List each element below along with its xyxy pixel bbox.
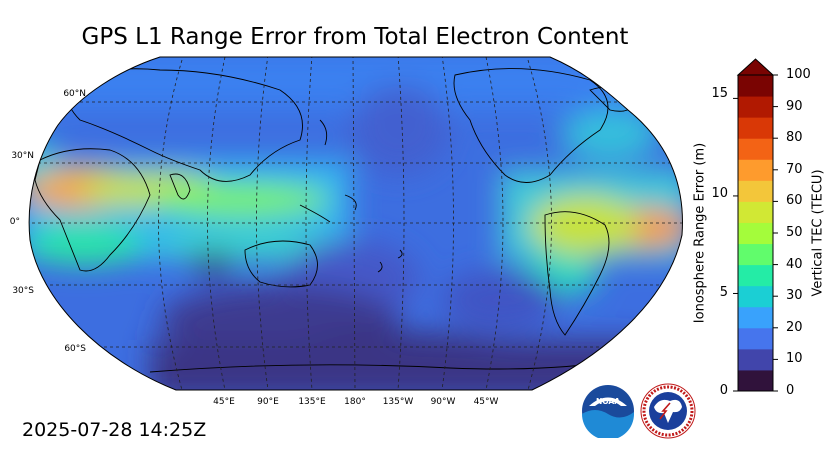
range-tick-5: 5 [719, 285, 728, 300]
range-tick-10: 10 [711, 186, 728, 201]
lat-label-30s: 30°S [12, 286, 34, 296]
tec-tick-100: 100 [786, 67, 811, 82]
chart-title: GPS L1 Range Error from Total Electron C… [81, 24, 629, 50]
colorbar-band [738, 243, 773, 266]
colorbar-band [738, 96, 773, 118]
colorbar-band [738, 264, 773, 287]
lat-label-30n: 30°N [11, 151, 34, 161]
lon-label-90e: 90°E [257, 397, 279, 407]
nws-logo [640, 383, 696, 439]
tec-axis-title: Vertical TEC (TECU) [810, 169, 826, 297]
tec-tick-30: 30 [786, 288, 803, 303]
lon-label-45e: 45°E [213, 397, 235, 407]
range-error-axis-title: Ionosphere Range Error (m) [692, 142, 708, 324]
tec-tick-60: 60 [786, 193, 803, 208]
noaa-logo: NOAA [582, 385, 634, 438]
tec-tick-90: 90 [786, 99, 803, 114]
lon-label-135e: 135°E [298, 397, 326, 407]
colorbar-band [738, 348, 773, 371]
tec-tick-10: 10 [786, 351, 803, 366]
tec-tick-40: 40 [786, 257, 803, 272]
tec-tick-70: 70 [786, 162, 803, 177]
tec-tick-50: 50 [786, 225, 803, 240]
tec-tick-20: 20 [786, 320, 803, 335]
colorbar-band [738, 222, 773, 245]
colorbar-band [738, 285, 773, 308]
range-tick-0: 0 [719, 383, 728, 398]
lat-label-60n: 60°N [63, 89, 86, 99]
tec-tick-80: 80 [786, 130, 803, 145]
colorbar-band [738, 201, 773, 223]
colorbar-band [738, 138, 773, 160]
tec-tick-0: 0 [786, 383, 795, 398]
colorbar-band [738, 306, 773, 329]
colorbar-band [738, 327, 773, 350]
range-tick-15: 15 [711, 86, 728, 101]
colorbar-band [738, 75, 773, 97]
lon-label-135w: 135°W [382, 397, 414, 407]
lon-label-180: 180° [344, 397, 366, 407]
colorbar-band [738, 369, 773, 392]
colorbar-band [738, 117, 773, 139]
lon-label-45w: 45°W [473, 397, 499, 407]
timestamp: 2025-07-28 14:25Z [22, 419, 207, 441]
colorbar-extend-arrow [736, 58, 775, 76]
noaa-logo-text: NOAA [596, 397, 620, 406]
colorbar-band [738, 180, 773, 202]
lon-label-90w: 90°W [430, 397, 456, 407]
colorbar-band [738, 159, 773, 181]
lat-label-60s: 60°S [64, 344, 86, 354]
lat-label-0: 0° [9, 217, 20, 227]
